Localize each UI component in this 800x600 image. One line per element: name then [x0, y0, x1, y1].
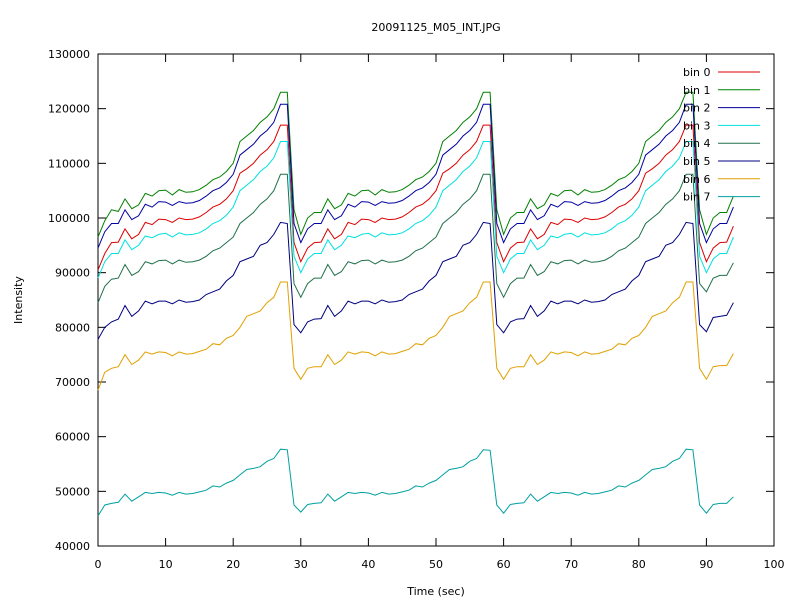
- legend: bin 0 bin 1 bin 2 bin 3 bin 4 bin 5 bin 6 bin 7: [683, 66, 760, 204]
- y-tick-label: 80000: [55, 321, 90, 334]
- legend-label: bin 0: [683, 66, 711, 79]
- x-tick-label: 10: [159, 558, 173, 571]
- series-line-bin-4: [97, 173, 734, 303]
- x-tick-label: 20: [226, 558, 240, 571]
- series-line-bin-7: [97, 448, 734, 517]
- x-tick-label: 70: [564, 558, 578, 571]
- series-line-bin-2: [97, 103, 734, 249]
- legend-label: bin 6: [683, 173, 711, 186]
- series-line-bin-0: [97, 124, 734, 271]
- legend-label: bin 1: [683, 84, 711, 97]
- y-tick-label: 70000: [55, 376, 90, 389]
- y-tick-label: 110000: [48, 157, 90, 170]
- y-tick-label: 60000: [55, 431, 90, 444]
- y-tick-label: 130000: [48, 48, 90, 61]
- chart-title: 20091125_M05_INT.JPG: [371, 21, 500, 34]
- y-tick-label: 120000: [48, 103, 90, 116]
- x-tick-label: 50: [429, 558, 443, 571]
- x-tick-label: 30: [294, 558, 308, 571]
- legend-label: bin 5: [683, 155, 711, 168]
- series-line-bin-6: [97, 281, 734, 391]
- legend-label: bin 4: [683, 137, 711, 150]
- series-line-bin-5: [97, 221, 734, 340]
- y-axis: 40000 50000 60000 70000 80000 90000 100000 1100…: [48, 48, 774, 553]
- x-tick-label: 60: [497, 558, 511, 571]
- y-tick-label: 40000: [55, 540, 90, 553]
- x-tick-label: 80: [632, 558, 646, 571]
- y-tick-label: 50000: [55, 485, 90, 498]
- y-axis-label: Intensity: [12, 276, 25, 324]
- legend-label: bin 7: [683, 191, 711, 204]
- x-tick-label: 40: [361, 558, 375, 571]
- x-tick-label: 90: [699, 558, 713, 571]
- legend-label: bin 2: [683, 102, 711, 115]
- legend-label: bin 3: [683, 119, 711, 132]
- x-axis: 0 10 20 30 40 50 60 70 80 90 100: [95, 54, 785, 571]
- series-line-bin-1: [97, 91, 734, 238]
- x-axis-label: Time (sec): [406, 585, 465, 598]
- series-line-bin-3: [97, 141, 734, 279]
- y-tick-label: 90000: [55, 267, 90, 280]
- x-tick-label: 0: [95, 558, 102, 571]
- x-tick-label: 100: [764, 558, 785, 571]
- y-tick-label: 100000: [48, 212, 90, 225]
- series-lines: [97, 91, 734, 517]
